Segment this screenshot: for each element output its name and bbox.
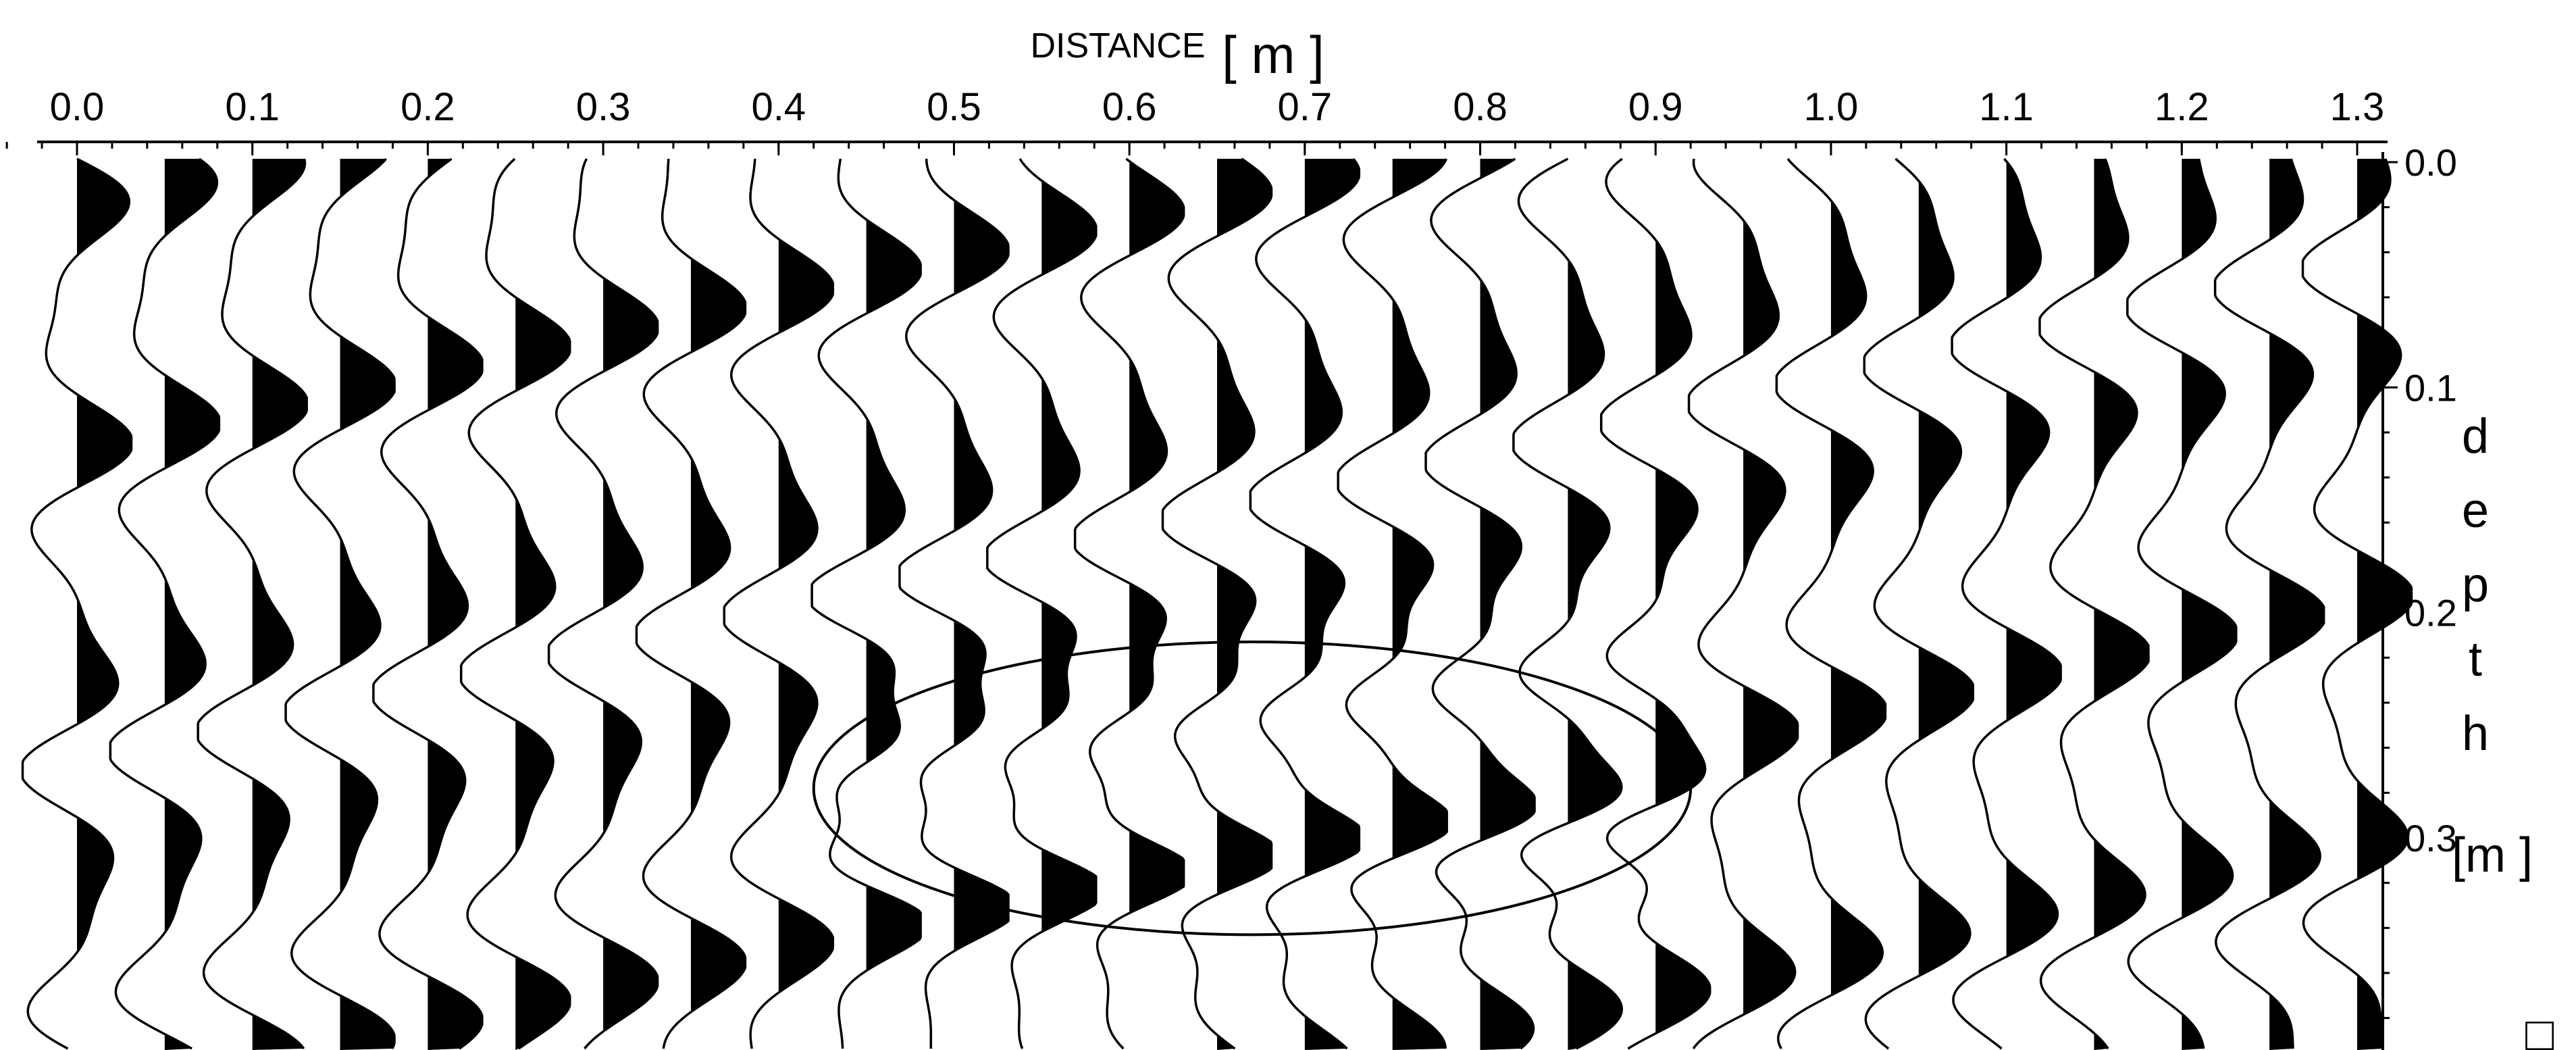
trace-fill <box>340 159 395 1050</box>
trace-line <box>547 158 659 1050</box>
trace-line <box>1073 157 1185 1050</box>
y-tick-label: 0.3 <box>2404 817 2457 859</box>
y-axis-title-letter: e <box>2462 484 2489 538</box>
trace-fill <box>1918 159 1974 1050</box>
trace-line <box>986 158 1098 1049</box>
y-axis-title-letter: h <box>2462 707 2489 761</box>
trace-line <box>723 158 835 1049</box>
trace-fill <box>2357 159 2412 1050</box>
y-tick-label: 0.0 <box>2404 141 2457 184</box>
trace-line <box>1775 157 1887 1049</box>
trace-line <box>1599 157 1711 1050</box>
trace-line <box>2301 158 2413 1049</box>
trace-fill <box>954 159 1008 1050</box>
trace-fill <box>1129 159 1184 1050</box>
x-tick-label: 0.2 <box>401 85 455 129</box>
trace-line <box>1863 157 1975 1050</box>
trace-fill <box>1655 159 1710 1050</box>
x-tick-label: 1.0 <box>1804 85 1859 129</box>
trace-line <box>898 158 1010 1049</box>
x-tick-label: 0.1 <box>225 85 280 129</box>
trace-line <box>2038 158 2150 1050</box>
x-tick-label: 0.0 <box>50 85 105 129</box>
trace-line <box>2126 158 2238 1049</box>
trace-fill <box>252 159 307 1050</box>
trace-fill <box>603 159 658 1050</box>
trace-fill <box>1392 159 1447 1050</box>
trace-fill <box>778 159 833 1050</box>
trace-fill <box>1480 159 1535 1050</box>
trace-fill <box>1041 159 1096 1050</box>
x-tick-label: 1.3 <box>2330 85 2385 129</box>
y-axis-title-letter: d <box>2462 409 2489 464</box>
trace-line <box>197 158 308 1050</box>
trace-line <box>635 158 747 1049</box>
trace-line <box>810 158 922 1049</box>
x-tick-label: 1.1 <box>1979 85 2034 129</box>
y-axis-title-letter: t <box>2469 632 2482 686</box>
x-tick-label: 0.6 <box>1102 85 1157 129</box>
trace-fill <box>1743 159 1798 1050</box>
x-axis-ticks: 0.0 0.1 0.2 0.3 0.4 0.5 0.6 0.7 0.8 0.9 1.0 1.1 1.2 1… <box>5 85 2385 155</box>
trace-line <box>1161 157 1273 1050</box>
trace-line <box>1951 157 2062 1050</box>
trace-fill <box>1217 159 1272 1050</box>
x-tick-label: 0.3 <box>576 85 631 129</box>
trace-fill <box>77 159 132 1050</box>
y-tick-label: 0.2 <box>2404 592 2457 634</box>
trace-fill <box>428 159 482 1050</box>
trace-line <box>21 157 133 1050</box>
anomaly-ellipse <box>812 640 1693 936</box>
trace-fill <box>1304 159 1360 1050</box>
x-tick-label: 0.8 <box>1453 85 1508 129</box>
x-axis-title: DISTANCE <box>1030 26 1205 66</box>
x-tick-label: 0.9 <box>1628 85 1683 129</box>
y-axis-unit: [m ] <box>2452 828 2533 882</box>
trace-line <box>1337 158 1448 1049</box>
trace-line <box>372 157 484 1050</box>
trace-line <box>1687 158 1799 1049</box>
trace-line <box>1424 157 1536 1050</box>
corner-mark: □ <box>2525 1007 2554 1050</box>
x-tick-label: 0.5 <box>927 85 981 129</box>
x-tick-label: 0.4 <box>751 85 806 129</box>
x-axis-unit: [ m ] <box>1222 25 1324 84</box>
y-axis-ticks: 0.0 0.1 0.2 0.3 <box>2383 141 2457 1020</box>
traces-layer <box>21 157 2413 1050</box>
trace-line <box>1249 157 1361 1050</box>
trace-line <box>459 157 571 1050</box>
trace-fill <box>2269 159 2324 1050</box>
y-axis-title-letter: p <box>2462 558 2489 612</box>
trace-line <box>284 157 396 1049</box>
trace-line <box>109 157 221 1050</box>
trace-fill <box>2006 159 2061 1050</box>
trace-fill <box>1568 159 1622 1050</box>
trace-line <box>2213 158 2325 1049</box>
trace-fill <box>1830 159 1886 1050</box>
x-tick-label: 1.2 <box>2155 85 2209 129</box>
trace-fill <box>866 159 921 1050</box>
trace-line <box>1512 157 1623 1050</box>
y-tick-label: 0.1 <box>2404 366 2457 409</box>
trace-fill <box>515 159 570 1050</box>
x-tick-label: 0.7 <box>1278 85 1333 129</box>
trace-fill <box>2094 159 2148 1050</box>
trace-fill <box>164 159 220 1050</box>
